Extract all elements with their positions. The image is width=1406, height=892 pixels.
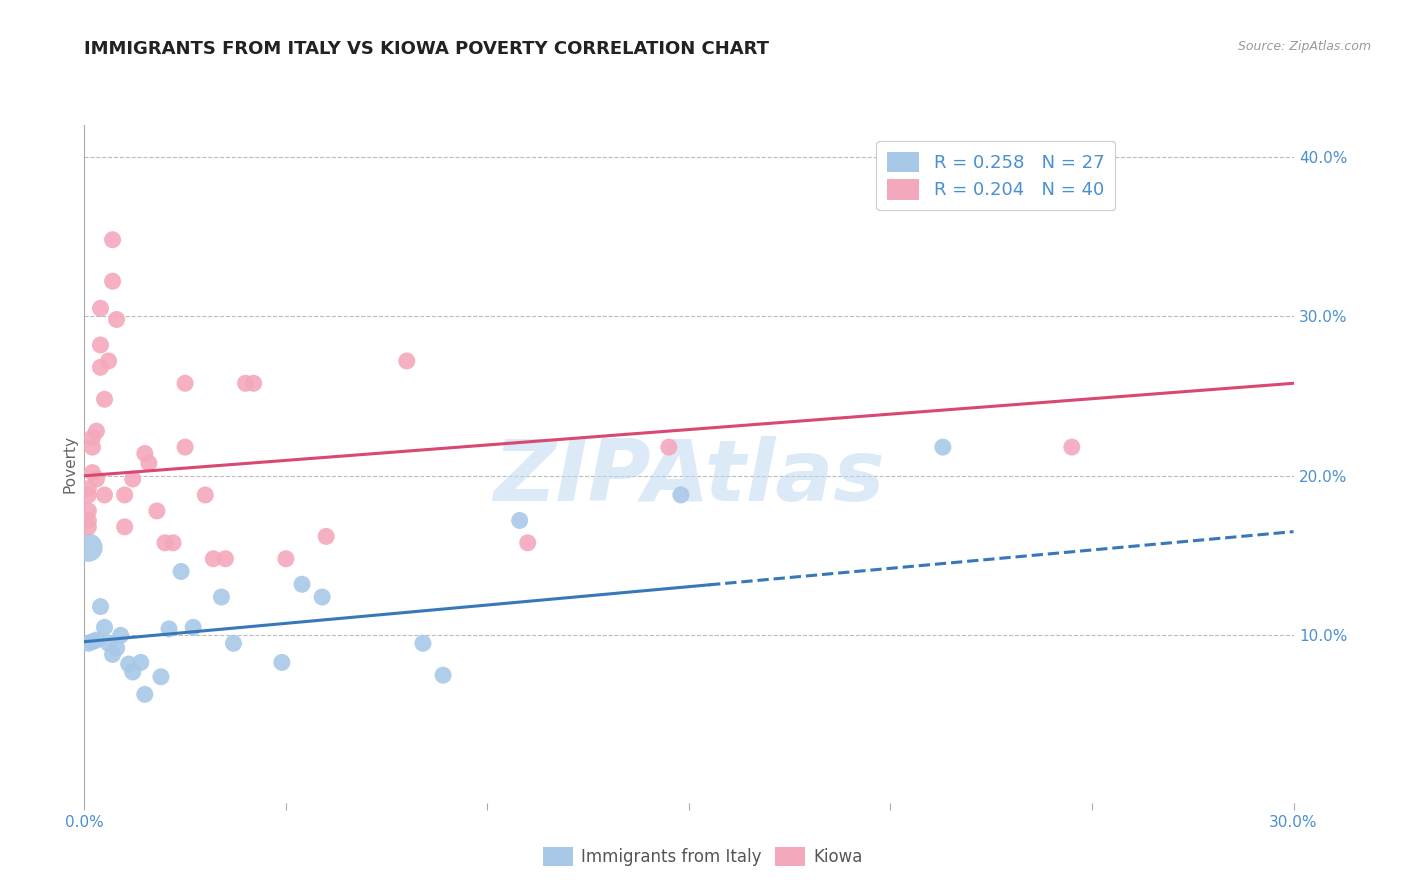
Point [222,636,245,650]
Point [209,590,232,604]
Point [1060,440,1083,454]
Point [291,577,314,591]
Text: ZIPAtlas: ZIPAtlas [494,436,884,519]
Point [82,430,104,444]
Point [77,520,100,534]
Text: IMMIGRANTS FROM ITALY VS KIOWA POVERTY CORRELATION CHART: IMMIGRANTS FROM ITALY VS KIOWA POVERTY C… [84,40,769,58]
Point [82,634,104,648]
Point [101,233,124,247]
Point [432,668,454,682]
Point [138,456,160,470]
Point [174,440,197,454]
Point [516,536,538,550]
Point [157,622,180,636]
Point [412,636,434,650]
Point [89,338,111,352]
Point [395,354,418,368]
Point [86,633,108,648]
Point [89,599,111,614]
Point [105,641,128,656]
Point [181,620,204,634]
Point [77,488,100,502]
Point [101,648,124,662]
Y-axis label: Poverty: Poverty [62,434,77,493]
Point [101,274,124,288]
Point [77,513,100,527]
Point [110,628,132,642]
Point [89,301,111,316]
Point [274,551,297,566]
Point [82,440,104,454]
Text: Source: ZipAtlas.com: Source: ZipAtlas.com [1237,40,1371,54]
Point [77,636,100,650]
Point [86,424,108,438]
Point [509,513,531,527]
Point [105,312,128,326]
Point [93,392,115,407]
Point [658,440,681,454]
Point [235,376,257,391]
Point [86,472,108,486]
Point [89,360,111,375]
Point [114,488,136,502]
Point [194,488,217,502]
Point [118,657,141,671]
Point [82,466,104,480]
Point [93,488,115,502]
Point [77,541,100,555]
Point [97,636,120,650]
Point [97,354,120,368]
Point [121,665,143,679]
Point [214,551,236,566]
Point [315,529,337,543]
Point [77,504,100,518]
Point [311,590,333,604]
Point [242,376,264,391]
Point [174,376,197,391]
Point [153,536,176,550]
Point [669,488,692,502]
Point [134,687,156,701]
Legend: R = 0.258   N = 27, R = 0.204   N = 40: R = 0.258 N = 27, R = 0.204 N = 40 [876,141,1115,211]
Point [170,565,193,579]
Point [162,536,184,550]
Point [129,656,152,670]
Point [146,504,169,518]
Point [270,656,292,670]
Point [93,620,115,634]
Legend: Immigrants from Italy, Kiowa: Immigrants from Italy, Kiowa [537,840,869,873]
Point [114,520,136,534]
Point [134,446,156,460]
Point [77,482,100,496]
Point [202,551,225,566]
Point [121,472,143,486]
Point [149,670,172,684]
Point [932,440,955,454]
